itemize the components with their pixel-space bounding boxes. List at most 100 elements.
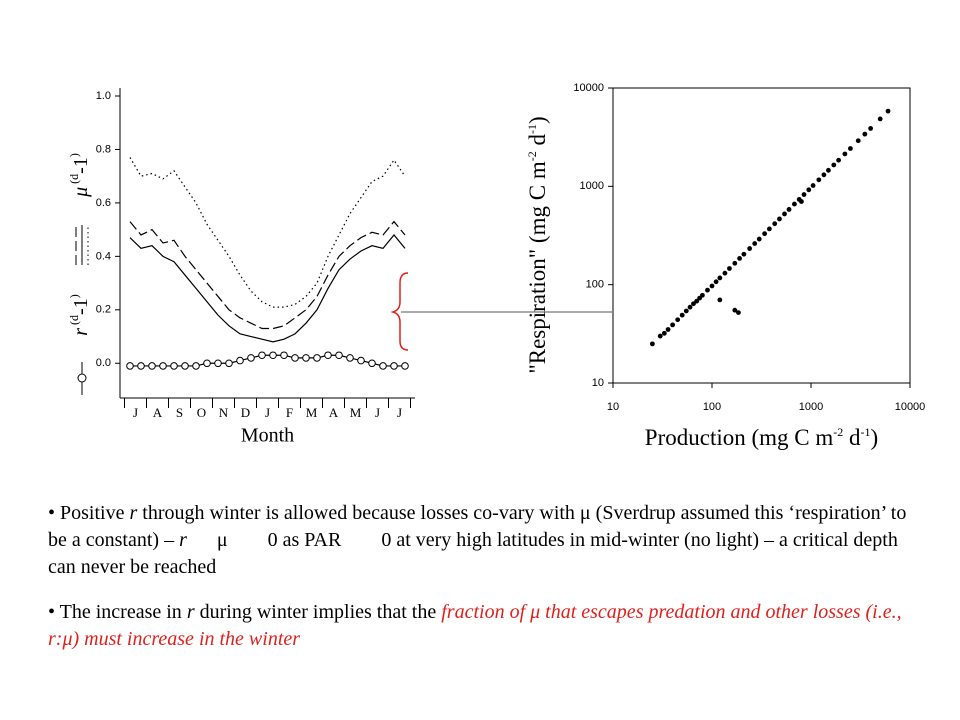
x-axis-label-part: d [843, 425, 861, 450]
point [885, 108, 891, 114]
marker [170, 362, 178, 370]
point [842, 151, 848, 157]
y-tick-label: 10000 [573, 82, 604, 94]
x-tick-label: D [241, 405, 250, 420]
y-axis-label: "Respiration" (mg C m-2 d-1) [525, 116, 551, 373]
point [661, 330, 667, 336]
marker [346, 354, 354, 362]
marker [269, 351, 277, 360]
point [752, 241, 758, 246]
point [679, 312, 685, 318]
marker [137, 362, 145, 370]
point [722, 270, 728, 276]
point [737, 255, 742, 261]
bracket [390, 272, 409, 351]
x-tick-label: 1000 [799, 401, 823, 413]
x-tick-label: 10 [607, 401, 619, 413]
point [847, 146, 853, 151]
y-tick-label: 0.8 [96, 143, 111, 155]
x-tick-label: 10000 [895, 401, 926, 413]
point [766, 226, 772, 232]
y-tick-label: 0.4 [96, 250, 111, 262]
marker [192, 362, 200, 370]
text-run: r [186, 601, 195, 623]
point [713, 279, 719, 285]
x-axis-label: Production (mg C m-2 d-1) [645, 425, 878, 451]
point [732, 307, 738, 313]
series-line [129, 157, 406, 308]
x-axis-label-part: -2 [833, 425, 843, 439]
marker [258, 351, 266, 360]
point [877, 116, 883, 122]
y-tick-label: 10 [592, 377, 604, 389]
bullet: • Positive r through winter is allowed b… [48, 502, 912, 578]
point [675, 317, 681, 323]
point [792, 201, 797, 207]
y-axis-label-part: -2 [525, 151, 539, 161]
y-axis-label-part: d [525, 134, 550, 152]
marker [148, 362, 156, 370]
x-tick-label: A [153, 405, 163, 420]
y-label-mu-part: -1 [70, 157, 92, 174]
point [717, 297, 723, 303]
point [747, 246, 753, 251]
x-tick-label: S [176, 405, 183, 420]
x-tick-label: O [197, 405, 206, 420]
marker [379, 362, 387, 370]
text-run: fraction of μ that escapes predation and… [48, 601, 907, 650]
point [799, 199, 804, 204]
text-run: r [129, 502, 138, 524]
text-run: Positive [60, 502, 130, 524]
x-axis-label-part: -1 [861, 425, 871, 439]
x-tick-label: J [133, 405, 138, 420]
marker [203, 359, 211, 368]
point [687, 304, 693, 310]
y-tick-label: 1000 [580, 180, 604, 192]
point [821, 172, 827, 178]
marker [181, 362, 189, 370]
marker [313, 354, 321, 362]
x-tick-label: J [375, 405, 380, 420]
x-tick-label: N [219, 405, 229, 420]
point [736, 310, 741, 315]
point [816, 177, 822, 183]
point [806, 187, 812, 193]
y-tick-label: 100 [586, 279, 604, 291]
marker [291, 354, 299, 362]
y-axis-label-part: -1 [525, 124, 539, 134]
y-label-r-part: ) [67, 294, 81, 298]
bullet: • The increase in r during winter implie… [48, 601, 907, 650]
y-label-mu: μ (d-1) [67, 153, 92, 198]
x-tick-label: J [265, 405, 270, 420]
point [801, 192, 807, 197]
point [836, 157, 841, 163]
y-axis-label-part: ) [525, 116, 550, 124]
y-label-r-part: r [70, 328, 92, 336]
x-tick-label: F [286, 405, 293, 420]
y-tick-label: 0.0 [96, 357, 111, 369]
point [756, 236, 762, 242]
marker [225, 359, 233, 368]
marker [214, 359, 222, 368]
y-label-mu-part: μ [70, 187, 92, 198]
point [810, 183, 816, 188]
bullet-list: • Positive r through winter is allowed b… [48, 500, 918, 671]
x-axis-label-part: ) [871, 425, 879, 450]
point [826, 167, 831, 173]
point [732, 260, 738, 266]
point [727, 266, 732, 271]
y-label-r: r (d-1) [67, 294, 92, 335]
text-run: during winter implies that the [194, 601, 442, 623]
point [831, 162, 837, 168]
text-run: through winter is allowed because losses… [48, 502, 912, 551]
point [777, 216, 782, 222]
marker [247, 354, 255, 362]
point [855, 138, 861, 144]
point [786, 207, 792, 212]
x-tick-label: 100 [703, 401, 721, 413]
point [694, 298, 700, 304]
text-run: μ 0 as PAR 0 at very high latitudes in m… [48, 529, 903, 578]
text-run: r [179, 529, 187, 551]
